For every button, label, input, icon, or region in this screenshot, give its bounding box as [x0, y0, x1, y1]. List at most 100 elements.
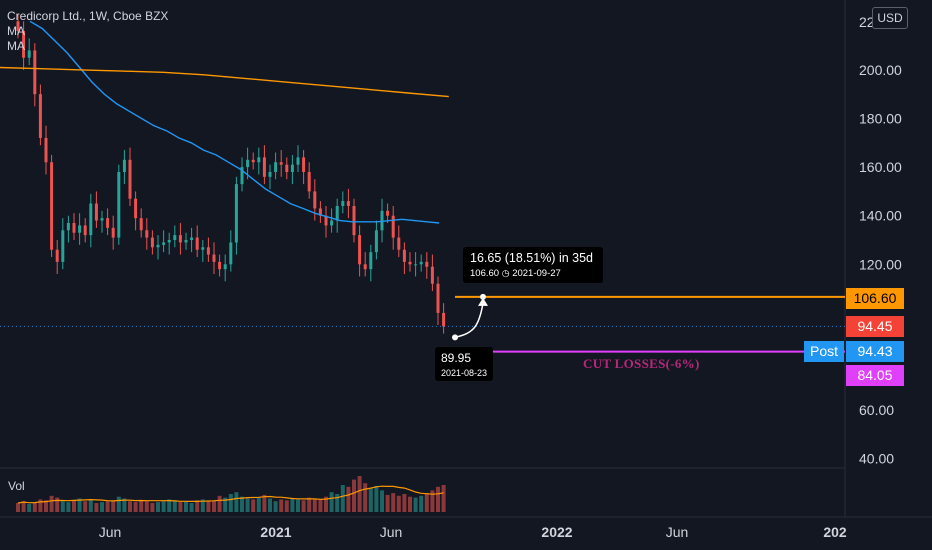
time-tick-label: 202	[823, 524, 847, 540]
volume-bar	[318, 499, 323, 512]
price-tick-label: 140.00	[859, 208, 902, 224]
candle-body	[156, 244, 160, 248]
measure-arrow-head	[478, 297, 488, 306]
volume-bar	[223, 497, 228, 512]
volume-bar	[312, 498, 317, 512]
candle-body	[178, 235, 182, 243]
candle-body	[106, 218, 110, 228]
candle-body	[279, 162, 283, 165]
candle-body	[162, 242, 166, 245]
volume-bar	[290, 498, 295, 512]
volume-bar	[32, 502, 37, 512]
volume-bar	[251, 499, 256, 512]
candle-body	[302, 157, 306, 172]
candle-body	[414, 264, 418, 266]
candle-body	[134, 198, 138, 219]
volume-bar	[307, 497, 312, 512]
candle-body	[55, 249, 59, 262]
cut-losses-annotation: CUT LOSSES(-6%)	[583, 356, 700, 371]
candle-body	[268, 171, 272, 177]
candle-body	[150, 237, 154, 248]
measure-end-price: 106.60	[470, 268, 500, 279]
candle-body	[374, 230, 378, 253]
candle-body	[16, 21, 20, 32]
target-price-tag: 106.60	[846, 288, 904, 309]
candle-body	[358, 235, 362, 265]
candle-body	[167, 240, 171, 243]
post-market-badge: Post	[804, 341, 844, 362]
volume-bar	[139, 500, 144, 512]
candle-body	[145, 230, 149, 238]
volume-bar	[133, 502, 138, 512]
volume-bar	[296, 499, 300, 512]
candle-body	[419, 261, 423, 265]
volume-bar	[380, 490, 384, 512]
volume-bar	[279, 499, 284, 512]
volume-bar	[441, 485, 446, 512]
volume-bar	[161, 501, 166, 512]
volume-bar	[111, 500, 116, 512]
measure-end-date: 2021-09-27	[512, 268, 561, 279]
candle-body	[83, 225, 87, 236]
volume-bar	[144, 501, 149, 512]
price-tick-label: 160.00	[859, 159, 902, 175]
price-tick-label: 180.00	[859, 111, 902, 127]
volume-bar	[206, 501, 211, 512]
candles-group	[16, 14, 446, 334]
candle-body	[425, 261, 429, 267]
volume-bar	[256, 497, 261, 512]
volume-bar	[60, 501, 65, 512]
volume-bar	[83, 501, 88, 512]
candle-body	[234, 184, 238, 243]
candle-body	[430, 266, 434, 284]
symbol-title[interactable]: Credicorp Ltd., 1W, Cboe BZX	[7, 9, 169, 23]
volume-bar	[88, 499, 93, 512]
volume-bar	[178, 502, 183, 512]
volume-bar	[156, 502, 160, 512]
price-tick-label: 200.00	[859, 62, 902, 78]
candle-body	[436, 283, 440, 313]
measure-change-text: 16.65 (18.51%) in 35d	[470, 251, 594, 265]
time-tick-label: Jun	[380, 524, 403, 540]
volume-bar	[212, 500, 216, 512]
candle-body	[61, 230, 65, 262]
volume-bar	[94, 503, 99, 512]
volume-bar	[77, 498, 82, 512]
candle-body	[223, 264, 227, 270]
volume-bar	[184, 501, 188, 512]
price-tick-label: 40.00	[859, 451, 894, 467]
measure-end-point	[480, 293, 486, 300]
volume-bar	[324, 496, 328, 512]
time-tick-label: 2021	[260, 524, 291, 540]
ma-fast-line	[29, 20, 440, 224]
ma-indicator-2[interactable]: MA	[7, 39, 25, 53]
currency-button[interactable]: USD	[872, 7, 908, 29]
volume-bar	[284, 500, 289, 512]
volume-bar	[396, 495, 401, 512]
measure-start-point	[452, 334, 458, 341]
candle-body	[442, 312, 446, 327]
volume-bar	[301, 500, 306, 512]
candle-body	[330, 220, 334, 226]
price-tick-label: 60.00	[859, 402, 894, 418]
candle-body	[72, 222, 76, 233]
candle-body	[246, 159, 250, 168]
candle-body	[352, 205, 356, 236]
volume-bar	[128, 501, 132, 512]
candle-body	[335, 205, 339, 221]
volume-group	[16, 476, 446, 512]
ma-indicator-1[interactable]: MA	[7, 24, 25, 38]
volume-bar	[150, 503, 155, 512]
candle-body	[218, 261, 222, 270]
volume-bar	[44, 500, 48, 512]
candle-body	[100, 218, 104, 221]
candle-body	[33, 50, 37, 95]
volume-bar	[408, 496, 412, 512]
candle-body	[363, 264, 367, 270]
candle-body	[257, 157, 261, 163]
volume-bar	[21, 501, 26, 512]
candle-body	[391, 215, 395, 238]
candle-body	[190, 237, 194, 240]
volume-label[interactable]: Vol	[8, 479, 25, 493]
